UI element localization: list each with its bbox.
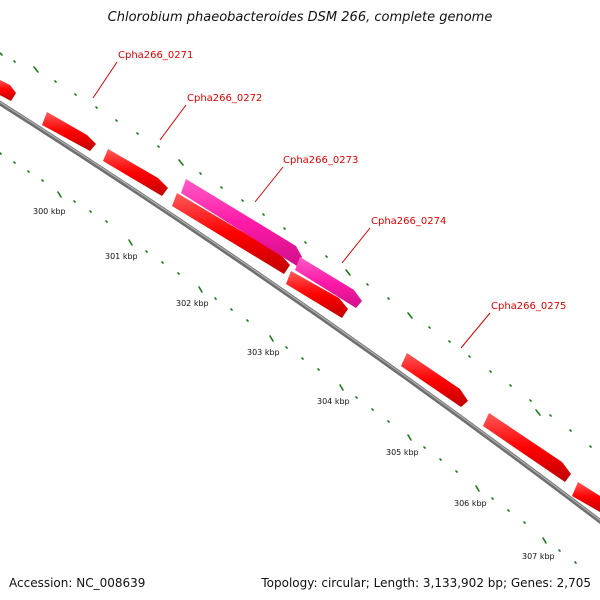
gene-arrow-0274[interactable] — [286, 271, 348, 318]
gene-arrow-leading[interactable] — [0, 79, 16, 101]
accession-label: Accession: NC_008639 — [9, 576, 146, 590]
scale-label-303: 303 kbp — [247, 348, 280, 357]
inner-tick-track — [0, 152, 577, 564]
genome-title: Chlorobium phaeobacteroides DSM 266, com… — [107, 10, 493, 25]
gene-label-0274[interactable]: Cpha266_0274 — [371, 216, 446, 227]
gene-arrow-0276[interactable] — [483, 413, 571, 482]
genome-backbone — [0, 100, 600, 525]
scale-label-300: 300 kbp — [33, 207, 66, 216]
gene-arrow-0273[interactable] — [172, 193, 290, 274]
gene-label-0273[interactable]: Cpha266_0273 — [283, 155, 358, 166]
outer-tick-track — [0, 52, 592, 448]
gene-arrow-0277[interactable] — [572, 482, 600, 512]
gene-arrow-0271[interactable] — [42, 112, 96, 151]
gene-label-0271[interactable]: Cpha266_0271 — [118, 50, 193, 61]
scale-label-302: 302 kbp — [176, 299, 209, 308]
genome-stats-label: Topology: circular; Length: 3,133,902 bp… — [261, 576, 591, 590]
scale-label-305: 305 kbp — [386, 448, 419, 457]
gene-label-leaders — [92, 61, 491, 349]
gene-arrow-0272[interactable] — [103, 149, 168, 196]
gene-label-0275[interactable]: Cpha266_0275 — [491, 301, 566, 312]
scale-label-301: 301 kbp — [105, 252, 138, 261]
scale-label-307: 307 kbp — [522, 552, 555, 561]
scale-label-304: 304 kbp — [317, 397, 350, 406]
gene-arrow-0274-highlight[interactable] — [295, 257, 362, 308]
gene-arrow-0273-highlight[interactable] — [181, 179, 302, 266]
scale-label-306: 306 kbp — [454, 499, 487, 508]
gene-arrow-0275[interactable] — [401, 353, 468, 407]
gene-features[interactable] — [0, 79, 600, 512]
gene-label-0272[interactable]: Cpha266_0272 — [187, 93, 262, 104]
